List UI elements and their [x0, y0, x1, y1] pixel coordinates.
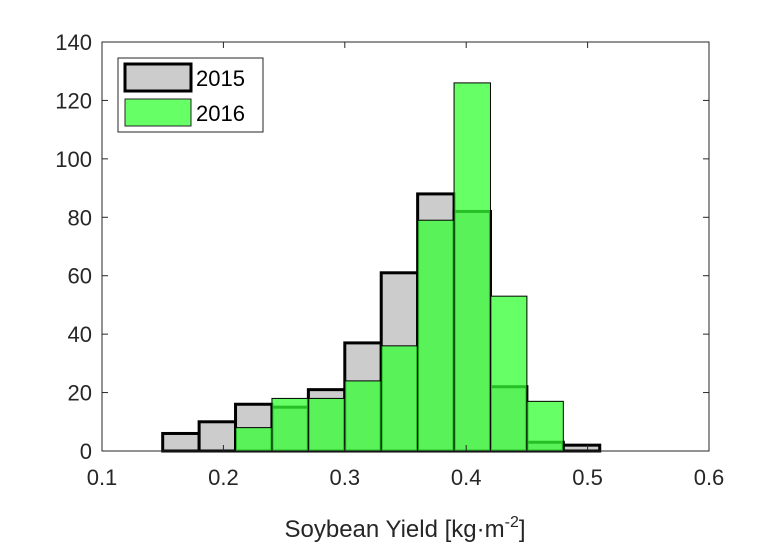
x-axis-ticks: 0.1 0.2 0.3 0.4 0.5 0.6: [87, 42, 725, 490]
y-tick-label: 100: [55, 147, 92, 172]
bar-2016-bin-0: [235, 427, 273, 452]
x-tick-label: 0.1: [87, 465, 118, 490]
bar-2015-bin-1: [197, 420, 238, 453]
legend-swatch-2016: [124, 98, 192, 127]
y-tick-label: 80: [68, 205, 92, 230]
bar-2016-bin-7: [489, 295, 528, 452]
bar-2016-bin-6: [453, 82, 491, 452]
bar-2016-bin-1: [271, 397, 309, 452]
bar-2016-bin-4: [380, 345, 419, 452]
x-tick-label: 0.2: [208, 465, 239, 490]
legend-swatch-2015: [123, 62, 193, 93]
bar-2015-bin-11: [561, 443, 602, 453]
bar-2016-bin-5: [417, 219, 455, 452]
legend: 2015 2016: [117, 57, 264, 133]
plot-area-frame: [101, 41, 710, 452]
x-tick-label: 0.3: [330, 465, 361, 490]
y-tick-label: 60: [68, 264, 92, 289]
bar-2016-bin-2: [307, 397, 346, 452]
bar-2015-bin-0: [161, 431, 201, 453]
bar-2016-bin-3: [344, 380, 382, 452]
x-tick-label: 0.4: [451, 465, 482, 490]
bar-2016-bin-8: [526, 400, 564, 452]
y-tick-label: 140: [55, 30, 92, 55]
y-tick-label: 0: [80, 439, 92, 464]
x-tick-label: 0.6: [694, 465, 725, 490]
legend-label-2015: 2015: [196, 66, 245, 91]
x-tick-label: 0.5: [572, 465, 603, 490]
series-2016-bars: [235, 82, 564, 452]
x-axis-title: Soybean Yield [kg·m-2]: [284, 514, 525, 543]
y-tick-label: 120: [55, 88, 92, 113]
legend-label-2016: 2016: [196, 101, 245, 126]
y-tick-label: 20: [68, 381, 92, 406]
y-tick-label: 40: [68, 322, 92, 347]
y-axis-ticks: 0 20 40 60 80 100 120 140: [55, 30, 709, 464]
